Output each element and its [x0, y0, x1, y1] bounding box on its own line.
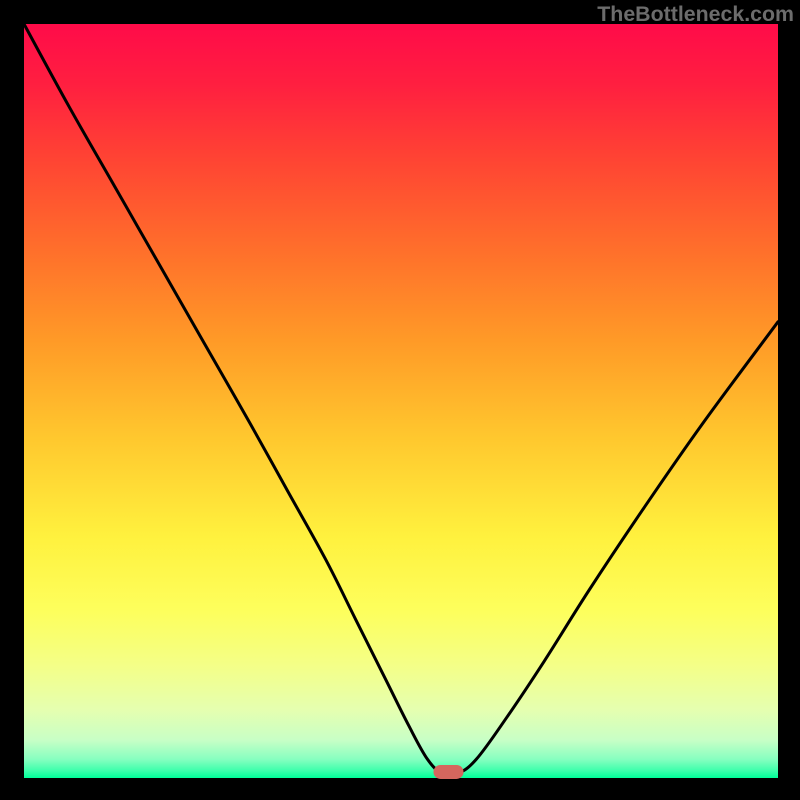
bottleneck-chart: [0, 0, 800, 800]
optimal-point-marker: [434, 765, 464, 779]
chart-background: [24, 24, 778, 778]
watermark-text: TheBottleneck.com: [597, 2, 794, 27]
chart-container: TheBottleneck.com: [0, 0, 800, 800]
